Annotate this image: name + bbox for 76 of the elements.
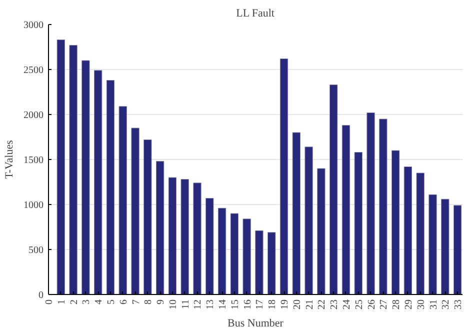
x-tick-label: 29 [403, 300, 414, 310]
bar [242, 218, 251, 294]
bar [193, 182, 202, 294]
x-tick-label: 27 [378, 300, 390, 310]
x-tick-label: 17 [254, 300, 266, 310]
x-tick-label: 13 [205, 300, 216, 310]
bar [218, 208, 226, 294]
x-tick-label: 23 [329, 300, 340, 310]
x-tick-label: 25 [354, 300, 365, 310]
bar [441, 198, 450, 294]
x-tick-label: 21 [304, 300, 316, 310]
x-tick-label: 11 [180, 299, 192, 310]
x-tick-label: 0 [44, 300, 55, 304]
x-tick-label: 30 [416, 300, 427, 310]
y-tick-label: 2500 [24, 65, 44, 76]
bar [56, 40, 65, 294]
x-tick-label: 24 [341, 300, 352, 310]
x-tick-label: 15 [230, 300, 241, 310]
bar [366, 112, 375, 294]
x-axis-title: Bus Number [228, 318, 284, 330]
x-tick-label: 31 [428, 300, 440, 310]
bar [69, 44, 78, 294]
x-tick-label: 10 [168, 300, 179, 310]
x-tick-label: 6 [118, 300, 130, 304]
bar [144, 139, 152, 294]
y-tick-label: 2000 [24, 110, 44, 121]
bar [206, 198, 214, 294]
bar [428, 194, 437, 294]
bar [168, 177, 177, 294]
bar [106, 80, 115, 294]
x-tick-label: 33 [453, 300, 464, 310]
bar [453, 205, 462, 294]
x-tick-label: 28 [391, 300, 402, 310]
x-tick-label: 16 [242, 300, 254, 310]
bar [416, 172, 424, 294]
bar [82, 60, 90, 294]
bar [280, 58, 288, 294]
x-tick-label: 12 [192, 300, 204, 310]
bar [342, 125, 350, 294]
bar [156, 161, 164, 294]
x-tick-label: 26 [366, 300, 378, 310]
bar [391, 150, 400, 294]
x-tick-label: 22 [316, 300, 328, 310]
bar [292, 132, 300, 294]
bar [329, 84, 338, 294]
y-tick-label: 500 [28, 245, 44, 256]
y-tick-label: 1500 [24, 155, 44, 166]
x-tick-label: 4 [94, 300, 105, 304]
x-tick-label: 3 [81, 300, 92, 304]
bar [304, 146, 313, 294]
bar [94, 70, 102, 294]
chart-title: LL Fault [236, 8, 275, 20]
y-tick-label: 3000 [24, 20, 44, 31]
x-tick-label: 14 [218, 300, 229, 310]
bar [379, 118, 388, 294]
bar [180, 179, 189, 294]
bar [268, 232, 276, 294]
x-tick-label: 9 [156, 300, 167, 304]
y-axis-title: T-Values [4, 140, 16, 179]
bar [354, 152, 362, 294]
x-tick-label: 19 [280, 300, 291, 310]
x-tick-label: 7 [130, 300, 142, 304]
x-tick-label: 32 [440, 300, 452, 310]
bar [230, 213, 239, 294]
bar [118, 106, 127, 294]
x-tick-label: 8 [143, 300, 154, 304]
x-tick-label: 1 [56, 300, 68, 304]
x-tick-label: 20 [292, 300, 303, 310]
x-tick-label: 2 [68, 300, 80, 304]
bar [317, 168, 326, 294]
y-tick-label: 1000 [24, 200, 44, 211]
bar [255, 230, 264, 294]
bar [404, 166, 412, 294]
x-tick-label: 5 [106, 300, 117, 304]
bar [131, 128, 140, 294]
x-tick-label: 18 [267, 300, 278, 310]
